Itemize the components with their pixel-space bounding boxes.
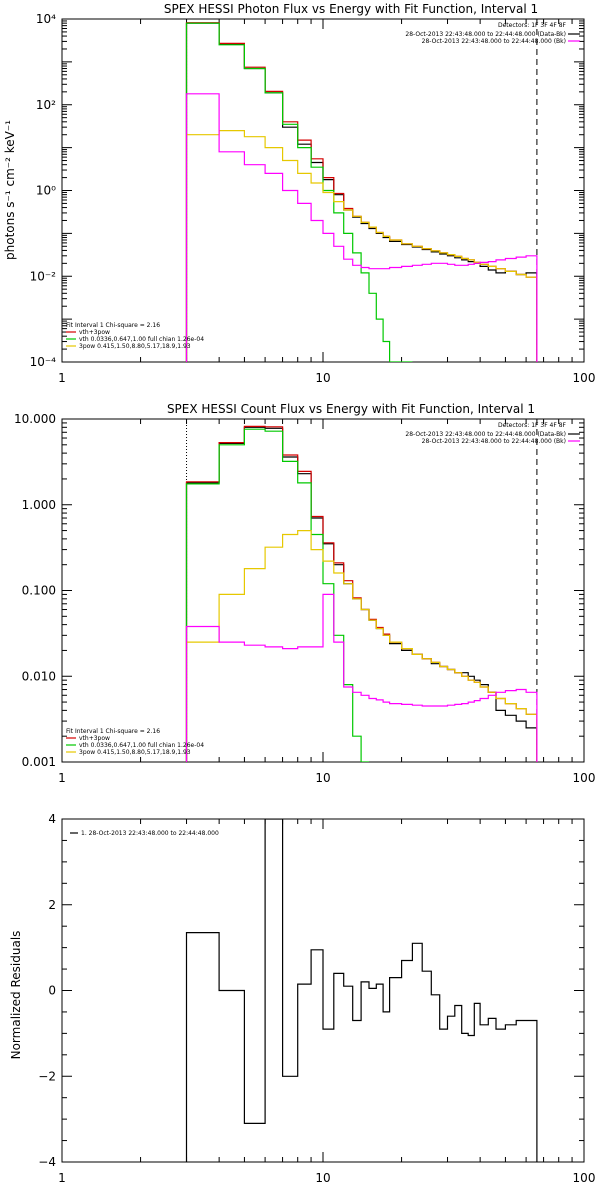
x-tick-label: 1	[58, 371, 66, 385]
y-tick-label: 10²	[36, 98, 56, 112]
legend-entry: vth 0.0336,0.647,1.00 full chian 1.26e-0…	[79, 336, 204, 343]
panel3-plot: 1 10 100 −4 −2 0 2 4 1. 28-Oct-2013 22:43:48.000…	[38, 812, 595, 1185]
x-tick-label: 10	[315, 1171, 330, 1185]
legend-entry: 1. 28-Oct-2013 22:43:48.000 to 22:44:48.…	[81, 830, 219, 837]
series-vth	[185, 428, 369, 762]
y-tick-label: 0.100	[22, 584, 56, 598]
series-bk	[185, 593, 538, 762]
series-bk	[185, 93, 538, 362]
panel1-title: SPEX HESSI Photon Flux vs Energy with Fi…	[164, 2, 538, 16]
y-tick-label: 4	[48, 812, 56, 826]
y-tick-label: 1.000	[22, 498, 56, 512]
legend-entry: 28-Oct-2013 22:43:48.000 to 22:44:48.000…	[422, 38, 566, 45]
series-vth-3pow	[185, 22, 538, 362]
legend-detectors: Detectors: 1F 3F 4F 8F	[498, 22, 567, 29]
y-tick-label: −4	[38, 1155, 56, 1169]
y-tick-label: 10⁻⁴	[30, 355, 57, 369]
y-tick-label: 0.001	[22, 755, 56, 769]
y-tick-label: −2	[38, 1069, 56, 1083]
legend-entry: vth+3pow	[79, 735, 110, 742]
series-3pow	[185, 130, 538, 362]
x-tick-label: 10	[315, 771, 330, 785]
y-tick-label: 10⁴	[36, 12, 56, 26]
series-3pow	[185, 530, 538, 762]
x-tick-label: 10	[315, 371, 330, 385]
panel1-ylabel: photons s⁻¹ cm⁻² keV⁻¹	[3, 120, 17, 260]
legend-entry: 3pow 0.415,1.50,8.80,5.17,18.9,1.93	[79, 343, 191, 350]
panel2-title: SPEX HESSI Count Flux vs Energy with Fit…	[167, 402, 535, 416]
series-group	[185, 22, 538, 362]
series-data-bk	[185, 22, 538, 362]
panel3-ylabel: Normalized Residuals	[9, 931, 23, 1060]
series-residuals	[185, 819, 538, 1162]
panel1-plot: 1 10 100 10⁻⁴ 10⁻² 10⁰ 10² 10⁴ Detectors: 1F 3F …	[30, 12, 596, 385]
legend-entry: vth+3pow	[79, 329, 110, 336]
x-tick-label: 100	[573, 1171, 596, 1185]
x-tick-label: 1	[58, 1171, 66, 1185]
legend-entry: 28-Oct-2013 22:43:48.000 to 22:44:48.000…	[422, 438, 566, 445]
y-tick-label: 2	[48, 898, 56, 912]
y-tick-label: 10.000	[14, 412, 56, 426]
legend-fit-interval: Fit Interval 1 Chi-square = 2.16	[66, 728, 160, 735]
legend-detectors: Detectors: 1F 3F 4F 8F	[498, 422, 567, 429]
legend-entry: 28-Oct-2013 22:43:48.000 to 22:44:48.000…	[405, 31, 566, 38]
x-tick-label: 1	[58, 771, 66, 785]
legend-entry: vth 0.0336,0.647,1.00 full chian 1.26e-0…	[79, 742, 204, 749]
x-tick-label: 100	[573, 771, 596, 785]
series-group	[185, 425, 538, 762]
series-vth	[185, 22, 413, 362]
y-tick-label: 10⁰	[36, 184, 56, 198]
legend-entry: 3pow 0.415,1.50,8.80,5.17,18.9,1.93	[79, 749, 191, 756]
panel2-plot: 1 10 100 0.001 0.010 0.100 1.000 10.000 Detector…	[14, 412, 595, 785]
y-tick-label: 0	[48, 984, 56, 998]
legend-entry: 28-Oct-2013 22:43:48.000 to 22:44:48.000…	[405, 431, 566, 438]
y-tick-label: 0.010	[22, 669, 56, 683]
legend-fit-interval: Fit Interval 1 Chi-square = 2.16	[66, 322, 160, 329]
y-tick-label: 10⁻²	[30, 269, 57, 283]
x-tick-label: 100	[573, 371, 596, 385]
series-group	[185, 819, 538, 1162]
